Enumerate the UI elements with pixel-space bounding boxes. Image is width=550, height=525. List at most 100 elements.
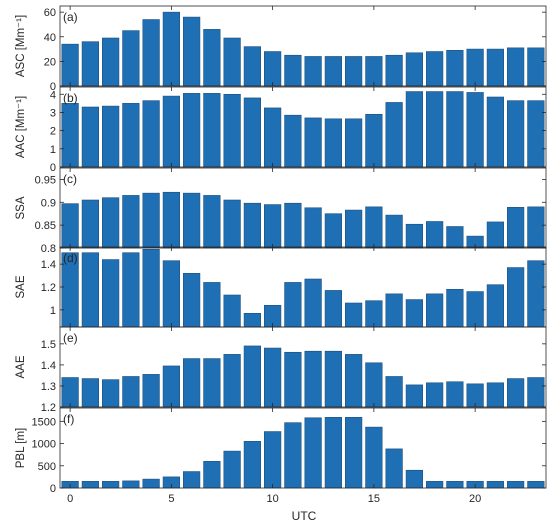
bar xyxy=(507,100,525,168)
bar xyxy=(385,448,403,489)
bar xyxy=(405,91,423,168)
bar xyxy=(527,481,545,489)
bar xyxy=(345,209,363,249)
bar xyxy=(507,481,525,489)
bar xyxy=(345,118,363,168)
bar xyxy=(446,91,464,168)
y-axis-label: AAE xyxy=(15,355,27,378)
bar xyxy=(243,345,261,408)
y-axis-label: ASC [Mm⁻¹] xyxy=(15,15,27,77)
bar xyxy=(223,450,241,489)
bar xyxy=(507,267,525,328)
bar xyxy=(142,100,160,168)
bar xyxy=(264,431,282,489)
bar xyxy=(527,47,545,87)
bar xyxy=(486,96,504,168)
bar xyxy=(243,202,261,249)
y-tick-label: 1.3 xyxy=(41,381,56,393)
bar xyxy=(183,93,201,168)
bar xyxy=(345,302,363,328)
bar xyxy=(102,259,120,328)
panel-frame xyxy=(59,407,547,489)
y-tick-label: 1.2 xyxy=(41,402,56,414)
bar xyxy=(365,56,383,87)
bar xyxy=(81,378,99,408)
bar xyxy=(243,441,261,489)
y-tick-label: 3 xyxy=(50,107,56,119)
y-tick-label: 1500 xyxy=(32,416,56,428)
bar xyxy=(284,202,302,249)
panel-frame xyxy=(59,167,547,249)
bar xyxy=(385,214,403,249)
bar xyxy=(142,192,160,249)
bar xyxy=(223,199,241,249)
bar xyxy=(122,195,140,249)
panels: 0 20 40 60 (a) ASC [Mm⁻¹] 0 1 2 3 4 (b) AAC [Mm⁻¹] 0.… xyxy=(15,5,547,505)
bar xyxy=(426,293,444,328)
bar xyxy=(486,284,504,328)
bar xyxy=(142,478,160,489)
y-axis-label: AAC [Mm⁻¹] xyxy=(15,96,27,158)
bar xyxy=(385,376,403,408)
panel-letter: (d) xyxy=(63,251,78,265)
bar xyxy=(223,294,241,328)
bar xyxy=(284,282,302,328)
bar xyxy=(203,93,221,168)
bar xyxy=(385,54,403,87)
bar xyxy=(466,92,484,168)
y-tick-label: 4 xyxy=(50,89,56,101)
bar xyxy=(345,417,363,489)
bar xyxy=(304,56,322,87)
bar xyxy=(345,56,363,87)
panel-letter: (a) xyxy=(63,10,78,24)
bar xyxy=(486,48,504,87)
bar xyxy=(162,191,180,249)
bar xyxy=(304,117,322,168)
bar xyxy=(507,47,525,87)
bar xyxy=(183,358,201,408)
y-tick-label: 2 xyxy=(50,126,56,138)
bar xyxy=(183,471,201,489)
bar xyxy=(304,417,322,489)
y-tick-label: 1.2 xyxy=(41,282,56,294)
x-tick-labels: 0 5 10 15 20 xyxy=(67,493,481,505)
bar xyxy=(486,382,504,408)
y-tick-label: 0 xyxy=(50,162,56,174)
bar xyxy=(142,374,160,408)
bar xyxy=(61,43,79,87)
panel-0: 0 20 40 60 (a) ASC [Mm⁻¹] xyxy=(15,5,547,93)
panel-4: 1.2 1.3 1.4 1.5 (e) AAE xyxy=(15,326,547,414)
bar xyxy=(162,95,180,168)
panel-letter: (e) xyxy=(63,331,78,345)
bar xyxy=(264,107,282,168)
panel-frame xyxy=(59,326,547,408)
bar xyxy=(527,260,545,328)
bar xyxy=(61,377,79,408)
bar xyxy=(365,426,383,489)
bar xyxy=(81,252,99,328)
bar xyxy=(264,204,282,249)
bar xyxy=(162,365,180,408)
bar xyxy=(426,382,444,408)
bar xyxy=(324,350,342,408)
panel-frame xyxy=(59,86,547,168)
bar xyxy=(324,118,342,168)
bar xyxy=(102,37,120,87)
panel-2: 0.8 0.85 0.9 0.95 (c) SSA xyxy=(15,167,547,255)
panel-1: 0 1 2 3 4 (b) AAC [Mm⁻¹] xyxy=(15,86,547,174)
bar xyxy=(243,46,261,87)
bar xyxy=(385,102,403,168)
bar xyxy=(284,422,302,489)
y-tick-label: 20 xyxy=(44,56,56,68)
bar xyxy=(203,29,221,87)
bar xyxy=(527,206,545,249)
y-tick-label: 1.4 xyxy=(41,259,56,271)
bar xyxy=(102,481,120,489)
x-tick-label: 10 xyxy=(267,493,279,505)
x-tick-label: 20 xyxy=(469,493,481,505)
bar xyxy=(203,195,221,249)
bar xyxy=(507,378,525,408)
bar xyxy=(405,469,423,489)
y-tick-label: 0.85 xyxy=(35,220,56,232)
